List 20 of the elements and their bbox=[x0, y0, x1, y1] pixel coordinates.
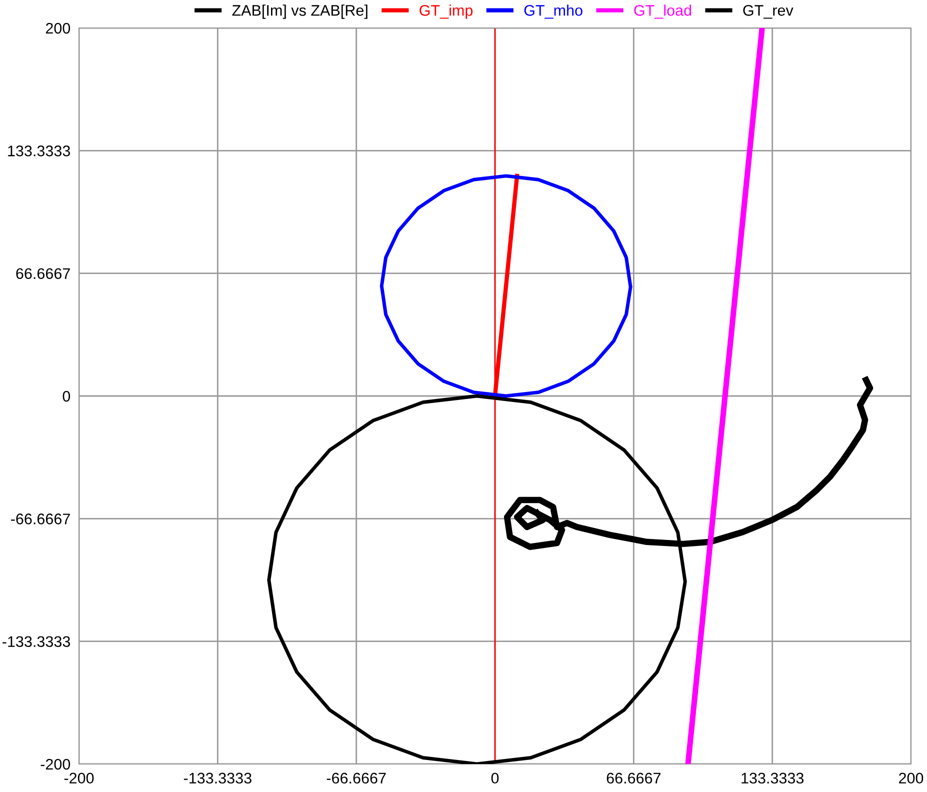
y-tick-label: 133.3333 bbox=[8, 146, 70, 156]
legend-label: ZAB[Im] vs ZAB[Re] bbox=[232, 4, 368, 19]
legend-label: GT_imp bbox=[420, 4, 473, 19]
y-tick-label: -200 bbox=[40, 758, 70, 770]
y-tick-label: 66.6667 bbox=[16, 268, 70, 280]
x-tick-label: 200 bbox=[899, 772, 924, 784]
x-tick-label: 133.3333 bbox=[742, 772, 804, 784]
x-tick-label: -200 bbox=[64, 772, 94, 784]
legend-label: GT_rev bbox=[743, 4, 794, 19]
y-tick-label: -133.3333 bbox=[2, 636, 70, 648]
x-tick-label: -133.3333 bbox=[184, 772, 252, 784]
x-tick-label: 0 bbox=[491, 772, 499, 784]
legend-label: GT_mho bbox=[524, 4, 582, 19]
y-tick-label: 200 bbox=[46, 22, 70, 34]
x-tick-label: 66.6667 bbox=[606, 772, 661, 784]
y-tick-label: 0 bbox=[62, 390, 70, 402]
y-tick-label: -66.6667 bbox=[11, 514, 70, 524]
line-series bbox=[380, 174, 632, 398]
legend-label: GT_load bbox=[634, 4, 692, 19]
x-tick-label: -66.6667 bbox=[326, 772, 386, 784]
